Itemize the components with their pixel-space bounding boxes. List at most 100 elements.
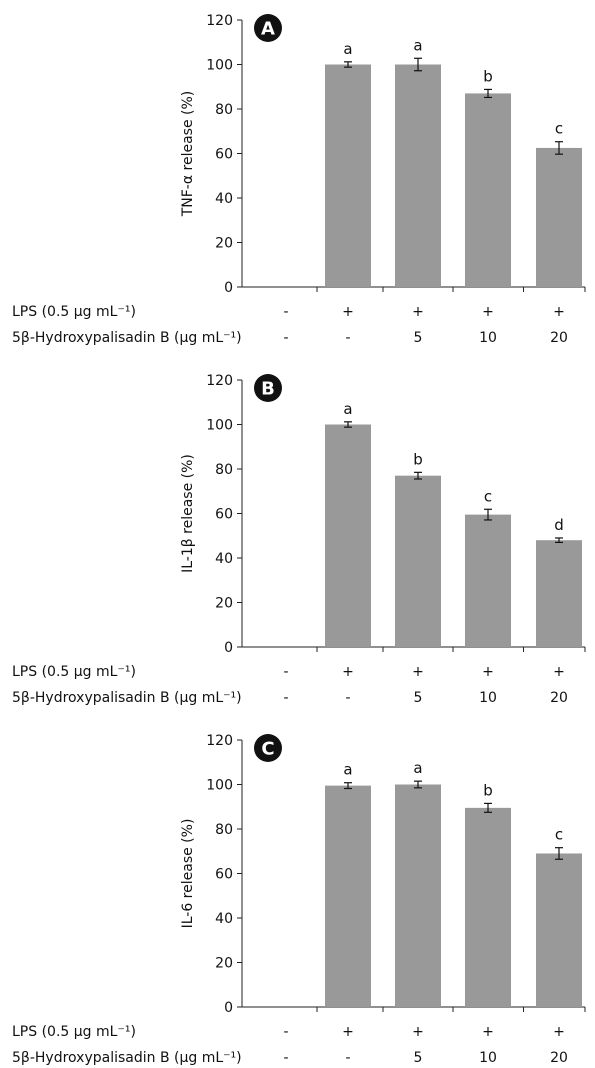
y-tick-label: 100 <box>206 418 233 434</box>
factor-row-value: + <box>482 304 494 320</box>
y-tick-label: 40 <box>215 911 233 927</box>
bar <box>325 785 371 1007</box>
factor-row-value: - <box>283 1024 288 1040</box>
factor-row-value: + <box>342 664 354 680</box>
chart-panel-c: 0 20 40 60 80 100 120 IL-6 release (%) a a b c C LPS … <box>0 720 595 1068</box>
y-tick-label: 60 <box>215 867 233 883</box>
significance-letter: a <box>343 40 352 58</box>
factor-row-value: - <box>283 664 288 680</box>
error-bar <box>344 61 352 68</box>
factor-row-value: - <box>283 304 288 320</box>
factor-row-value: + <box>412 1024 424 1040</box>
significance-letter: a <box>343 400 352 418</box>
y-tick-label: 0 <box>224 1000 233 1016</box>
significance-letter: a <box>343 761 352 779</box>
y-tick-label: 80 <box>215 822 233 838</box>
error-bar <box>484 88 492 99</box>
factor-row-value: + <box>412 304 424 320</box>
factor-row-value: 10 <box>479 330 497 346</box>
bar <box>395 475 441 647</box>
y-tick-label: 100 <box>206 58 233 74</box>
factor-row-label: LPS (0.5 μg mL⁻¹) <box>12 1024 136 1040</box>
error-bar <box>555 847 563 860</box>
factor-row-value: - <box>283 1050 288 1066</box>
y-tick-label: 120 <box>206 733 233 749</box>
significance-letter: a <box>413 36 422 54</box>
factor-row-value: 5 <box>414 1050 423 1066</box>
factor-row-value: + <box>412 664 424 680</box>
factor-row-value: + <box>342 1024 354 1040</box>
error-bar <box>344 782 352 790</box>
error-bar <box>484 802 492 813</box>
factor-row-value: 20 <box>550 1050 568 1066</box>
error-bar <box>414 57 422 72</box>
chart-panel-b: 0 20 40 60 80 100 120 IL-1β release (%) a b c d B LPS… <box>0 360 595 716</box>
significance-letter: b <box>413 450 423 468</box>
panel-badge: C <box>254 734 282 762</box>
y-tick-label: 40 <box>215 191 233 207</box>
factor-row-value: 5 <box>414 330 423 346</box>
y-axis-label: IL-1β release (%) <box>180 454 196 573</box>
factor-row-label: LPS (0.5 μg mL⁻¹) <box>12 304 136 320</box>
significance-letter: c <box>484 487 492 505</box>
y-tick-label: 100 <box>206 778 233 794</box>
factor-row-label: LPS (0.5 μg mL⁻¹) <box>12 664 136 680</box>
bar <box>395 64 441 287</box>
chart-a: 0 20 40 60 80 100 120 TNF-α release (%) a a b c A LPS… <box>12 13 586 346</box>
factor-row-value: 10 <box>479 1050 497 1066</box>
factor-row-value: + <box>482 1024 494 1040</box>
bar <box>325 424 371 647</box>
y-tick-label: 120 <box>206 13 233 29</box>
factor-row-value: + <box>482 664 494 680</box>
y-tick-label: 20 <box>215 956 233 972</box>
y-tick-label: 120 <box>206 373 233 389</box>
panel-badge: A <box>254 14 282 42</box>
bar <box>536 853 582 1007</box>
significance-letter: d <box>554 516 564 534</box>
chart-b: 0 20 40 60 80 100 120 IL-1β release (%) a b c d B LPS… <box>12 373 586 706</box>
factor-row-value: - <box>283 330 288 346</box>
factor-row-value: - <box>345 1050 350 1066</box>
y-tick-label: 20 <box>215 236 233 252</box>
y-tick-label: 0 <box>224 280 233 296</box>
factor-row-value: + <box>553 304 565 320</box>
factor-row-value: - <box>283 690 288 706</box>
bar <box>536 147 582 287</box>
y-tick-label: 60 <box>215 507 233 523</box>
panel-badge: B <box>254 374 282 402</box>
factor-row-value: + <box>342 304 354 320</box>
y-tick-label: 60 <box>215 147 233 163</box>
error-bar <box>555 537 563 544</box>
significance-letter: c <box>555 120 563 138</box>
panel-label: A <box>261 19 275 40</box>
error-bar <box>555 141 563 155</box>
y-tick-label: 80 <box>215 462 233 478</box>
significance-letter: b <box>483 781 493 799</box>
factor-row-value: 5 <box>414 690 423 706</box>
factor-row-label: 5β-Hydroxypalisadin B (μg mL⁻¹) <box>12 690 242 706</box>
bar <box>465 514 511 647</box>
error-bar <box>414 780 422 789</box>
bar <box>325 64 371 287</box>
error-bar <box>344 421 352 428</box>
chart-panel-a: 0 20 40 60 80 100 120 TNF-α release (%) a a b c A LPS… <box>0 0 595 356</box>
y-tick-label: 40 <box>215 551 233 567</box>
factor-row-label: 5β-Hydroxypalisadin B (μg mL⁻¹) <box>12 330 242 346</box>
error-bar <box>484 508 492 521</box>
bar <box>395 784 441 1007</box>
y-tick-label: 20 <box>215 596 233 612</box>
bar <box>536 540 582 647</box>
y-axis-label: IL-6 release (%) <box>180 819 196 929</box>
significance-letter: b <box>483 67 493 85</box>
y-tick-label: 80 <box>215 102 233 118</box>
panel-label: B <box>261 379 275 400</box>
significance-letter: a <box>413 759 422 777</box>
factor-row-value: 20 <box>550 690 568 706</box>
factor-row-value: 20 <box>550 330 568 346</box>
factor-row-value: - <box>345 330 350 346</box>
bar <box>465 93 511 287</box>
factor-row-value: + <box>553 1024 565 1040</box>
chart-c: 0 20 40 60 80 100 120 IL-6 release (%) a a b c C LPS … <box>12 733 586 1066</box>
factor-row-value: + <box>553 664 565 680</box>
y-tick-label: 0 <box>224 640 233 656</box>
